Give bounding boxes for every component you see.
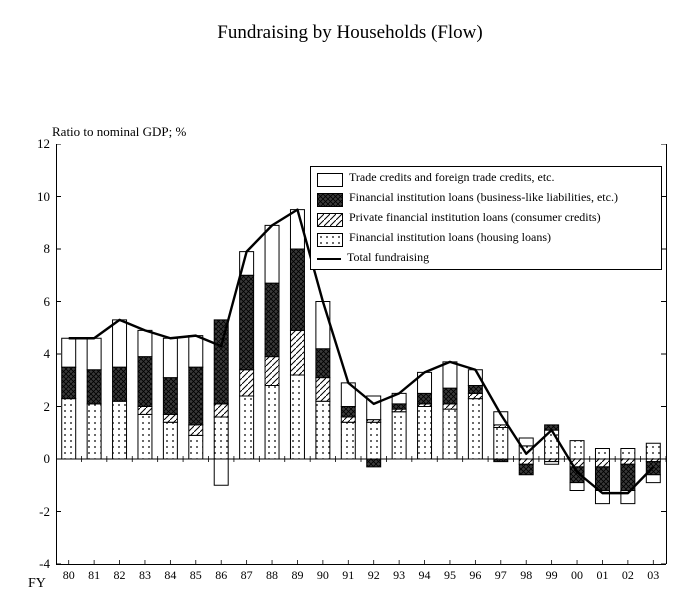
x-tick-label: 80 (63, 568, 75, 583)
x-tick-label: 98 (520, 568, 532, 583)
x-tick-label: 81 (88, 568, 100, 583)
legend-item-housing: Financial institution loans (housing loa… (317, 231, 655, 247)
x-tick-label: 84 (164, 568, 176, 583)
x-tick-label: 97 (495, 568, 507, 583)
x-tick-label: 85 (190, 568, 202, 583)
y-tick-label: 10 (22, 189, 50, 205)
x-tick-label: 83 (139, 568, 151, 583)
x-tick-label: 89 (291, 568, 303, 583)
legend-item-business: Financial institution loans (business-li… (317, 191, 655, 207)
y-tick-label: 2 (22, 399, 50, 415)
x-tick-label: 88 (266, 568, 278, 583)
x-tick-label: 00 (571, 568, 583, 583)
x-tick-label: 87 (241, 568, 253, 583)
y-tick-label: -4 (22, 556, 50, 572)
legend-label-total: Total fundraising (347, 251, 429, 265)
legend-swatch-consumer (317, 213, 343, 227)
x-tick-label: 99 (546, 568, 558, 583)
legend-item-total: Total fundraising (317, 251, 655, 265)
legend-item-trade: Trade credits and foreign trade credits,… (317, 171, 655, 187)
x-tick-label: 86 (215, 568, 227, 583)
fy-label: FY (28, 576, 46, 592)
y-tick-label: 4 (22, 346, 50, 362)
x-tick-label: 91 (342, 568, 354, 583)
legend: Trade credits and foreign trade credits,… (310, 166, 662, 270)
legend-swatch-trade (317, 173, 343, 187)
legend-label-business: Financial institution loans (business-li… (349, 191, 618, 205)
chart-title: Fundraising by Households (Flow) (0, 22, 700, 44)
x-tick-label: 02 (622, 568, 634, 583)
y-tick-label: 0 (22, 451, 50, 467)
x-tick-label: 95 (444, 568, 456, 583)
x-tick-label: 03 (647, 568, 659, 583)
legend-label-consumer: Private financial institution loans (con… (349, 211, 601, 225)
x-tick-label: 90 (317, 568, 329, 583)
legend-item-consumer: Private financial institution loans (con… (317, 211, 655, 227)
y-axis-label: Ratio to nominal GDP; % (52, 124, 186, 140)
legend-swatch-housing (317, 233, 343, 247)
x-tick-label: 82 (114, 568, 126, 583)
x-tick-label: 94 (419, 568, 431, 583)
legend-swatch-business (317, 193, 343, 207)
x-tick-label: 93 (393, 568, 405, 583)
x-tick-label: 92 (368, 568, 380, 583)
legend-swatch-total-line (317, 253, 341, 265)
y-tick-label: 12 (22, 136, 50, 152)
y-tick-label: 8 (22, 241, 50, 257)
x-tick-label: 01 (596, 568, 608, 583)
y-tick-label: -2 (22, 504, 50, 520)
y-tick-label: 6 (22, 294, 50, 310)
legend-label-housing: Financial institution loans (housing loa… (349, 231, 551, 245)
x-tick-label: 96 (469, 568, 481, 583)
legend-label-trade: Trade credits and foreign trade credits,… (349, 171, 554, 185)
